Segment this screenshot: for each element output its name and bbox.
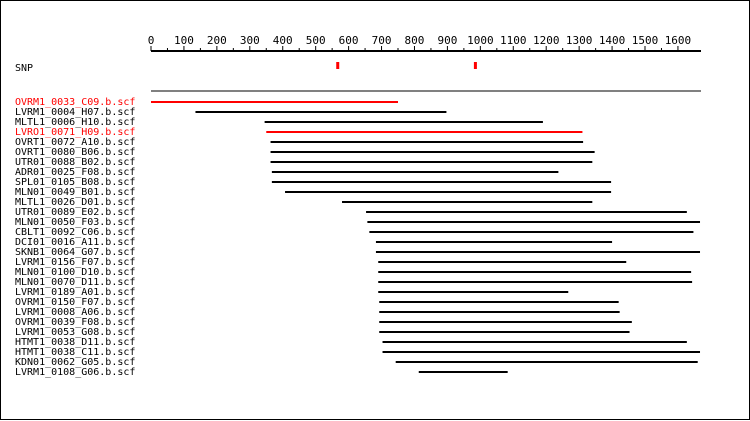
read-name[interactable]: HTMT1_0038_D11.b.scf (15, 337, 135, 348)
read-name[interactable]: OVRT1_0080_B06.b.scf (15, 147, 135, 158)
read-name[interactable]: LVRM1_0156_F07.b.scf (15, 257, 135, 268)
read-name[interactable]: SPL01_0105_B08.b.scf (15, 177, 135, 188)
axis-tick-label: 1100 (500, 34, 527, 47)
read-name[interactable]: HTMT1_0038_C11.b.scf (15, 347, 135, 358)
snp-marker (336, 62, 340, 69)
axis-tick-label: 200 (207, 34, 227, 47)
read-name[interactable]: OVRT1_0072_A10.b.scf (15, 137, 135, 148)
axis-tick-label: 500 (306, 34, 326, 47)
axis-tick-label: 1300 (566, 34, 593, 47)
snp-marker (473, 62, 477, 69)
read-name[interactable]: UTR01_0089_E02.b.scf (15, 207, 135, 218)
axis-tick-label: 100 (174, 34, 194, 47)
read-name[interactable]: OVRM1_0033_C09.b.scf (15, 97, 135, 108)
read-name[interactable]: MLTL1_0026_D01.b.scf (15, 197, 135, 208)
read-name[interactable]: DCI01_0016_A11.b.scf (15, 237, 135, 248)
read-name[interactable]: MLN01_0100_D10.b.scf (15, 267, 135, 278)
axis-tick-label: 1600 (665, 34, 692, 47)
read-name[interactable]: LVRO1_0071_H09.b.scf (15, 127, 135, 138)
axis-tick-label: 600 (339, 34, 359, 47)
snp-row-label: SNP (15, 63, 33, 74)
axis-tick-label: 1500 (632, 34, 659, 47)
axis-tick-label: 1000 (467, 34, 494, 47)
read-name[interactable]: SKNB1_0064_G07.b.scf (15, 247, 135, 258)
snp-markers (336, 62, 477, 69)
axis-tick-label: 1200 (533, 34, 560, 47)
read-list: OVRM1_0033_C09.b.scfLVRM1_0004_H07.b.scf… (15, 97, 701, 378)
read-name[interactable]: LVRM1_0053_G08.b.scf (15, 327, 135, 338)
axis-tick-label: 900 (437, 34, 457, 47)
axis-tick-label: 300 (240, 34, 260, 47)
read-name[interactable]: MLTL1_0006_H10.b.scf (15, 117, 135, 128)
read-name[interactable]: LVRM1_0004_H07.b.scf (15, 107, 135, 118)
read-name[interactable]: MLN01_0050_F03.b.scf (15, 217, 135, 228)
read-name[interactable]: ADR01_0025_F08.b.scf (15, 167, 135, 178)
position-axis: 0 100 200 300 400 500 600 700 800 900 1000 1100 1200… (148, 34, 701, 52)
read-name[interactable]: LVRM1_0189_A01.b.scf (15, 287, 135, 298)
read-name[interactable]: KDN01_0062_G05.b.scf (15, 357, 135, 368)
axis-tick-label: 800 (405, 34, 425, 47)
read-name[interactable]: UTR01_0088_B02.b.scf (15, 157, 135, 168)
axis-tick-label: 400 (273, 34, 293, 47)
read-name[interactable]: CBLT1_0092_C06.b.scf (15, 227, 135, 238)
read-name[interactable]: LVRM1_0108_G06.b.scf (15, 367, 135, 378)
read-name[interactable]: OVRM1_0150_F07.b.scf (15, 297, 135, 308)
axis-tick-label: 700 (372, 34, 392, 47)
read-name[interactable]: LVRM1_0008_A06.b.scf (15, 307, 135, 318)
read-name[interactable]: MLN01_0070_D11.b.scf (15, 277, 135, 288)
read-name[interactable]: MLN01_0049_B01.b.scf (15, 187, 135, 198)
axis-tick-label: 1400 (599, 34, 626, 47)
read-name[interactable]: OVRM1_0039_F08.b.scf (15, 317, 135, 328)
axis-tick-label: 0 (148, 34, 155, 47)
